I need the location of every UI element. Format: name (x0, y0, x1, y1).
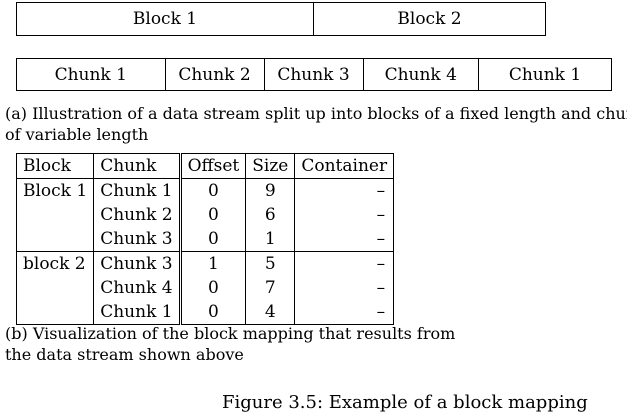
cell-chunk: Chunk 2 (93, 203, 182, 227)
chunk-cell: Chunk 2 (166, 59, 265, 90)
caption-b-line-2: the data stream shown above (5, 345, 244, 364)
cell-size: 6 (245, 203, 296, 227)
cell-size: 7 (245, 276, 296, 300)
cell-offset: 0 (179, 178, 247, 203)
cell-offset: 0 (179, 227, 247, 252)
header-offset: Offset (179, 153, 247, 179)
cell-block (15, 227, 95, 252)
cell-block: block 2 (15, 251, 95, 276)
cell-size: 5 (245, 251, 296, 276)
table-row: Chunk 4 0 7– (15, 276, 395, 300)
cell-container: – (294, 227, 395, 252)
block-strip: Block 1 Block 2 (16, 2, 546, 36)
chunk-cell: Chunk 4 (364, 59, 479, 90)
cell-container: – (294, 203, 395, 227)
chunk-cell: Chunk 3 (265, 59, 364, 90)
cell-offset: 0 (179, 276, 247, 300)
table-row: Chunk 2 0 6– (15, 203, 395, 227)
header-size: Size (245, 153, 296, 179)
cell-block (15, 300, 95, 325)
cell-size: 1 (245, 227, 296, 252)
header-block: Block (15, 153, 95, 179)
cell-block (15, 276, 95, 300)
caption-a: (a) Illustration of a data stream split … (5, 103, 627, 145)
cell-block: Block 1 (15, 178, 95, 203)
table-row: block 2 Chunk 3 1 5– (15, 251, 395, 276)
header-chunk: Chunk (93, 153, 182, 179)
cell-offset: 1 (179, 251, 247, 276)
cell-container: – (294, 276, 395, 300)
table-row: Chunk 1 0 4– (15, 300, 395, 325)
cell-size: 9 (245, 178, 296, 203)
cell-container: – (294, 178, 395, 203)
caption-b-line-1: (b) Visualization of the block mapping t… (5, 324, 456, 343)
cell-block (15, 203, 95, 227)
table-header-row: Block Chunk Offset Size Container (15, 153, 395, 179)
cell-chunk: Chunk 1 (93, 300, 182, 325)
table-row: Chunk 3 0 1– (15, 227, 395, 252)
header-container: Container (294, 153, 395, 179)
figure-caption: Figure 3.5: Example of a block mapping (222, 392, 588, 413)
block-cell: Block 2 (397, 9, 462, 29)
cell-container: – (294, 300, 395, 325)
chunk-cell: Chunk 1 (508, 64, 582, 85)
block-cell: Block 1 (17, 3, 314, 35)
cell-offset: 0 (179, 300, 247, 325)
chunk-cell: Chunk 1 (17, 59, 166, 90)
cell-chunk: Chunk 3 (93, 251, 182, 276)
caption-a-line-1: (a) Illustration of a data stream split … (5, 104, 627, 123)
cell-chunk: Chunk 3 (93, 227, 182, 252)
table-row: Block 1 Chunk 1 0 9– (15, 178, 395, 203)
caption-b: (b) Visualization of the block mapping t… (5, 323, 455, 365)
block-mapping-table: Block Chunk Offset Size Container Block … (15, 153, 395, 325)
cell-container: – (294, 251, 395, 276)
cell-chunk: Chunk 4 (93, 276, 182, 300)
cell-size: 4 (245, 300, 296, 325)
cell-chunk: Chunk 1 (93, 178, 182, 203)
chunk-strip: Chunk 1 Chunk 2 Chunk 3 Chunk 4 Chunk 1 (16, 58, 612, 91)
cell-offset: 0 (179, 203, 247, 227)
caption-a-line-2: of variable length (5, 125, 149, 144)
